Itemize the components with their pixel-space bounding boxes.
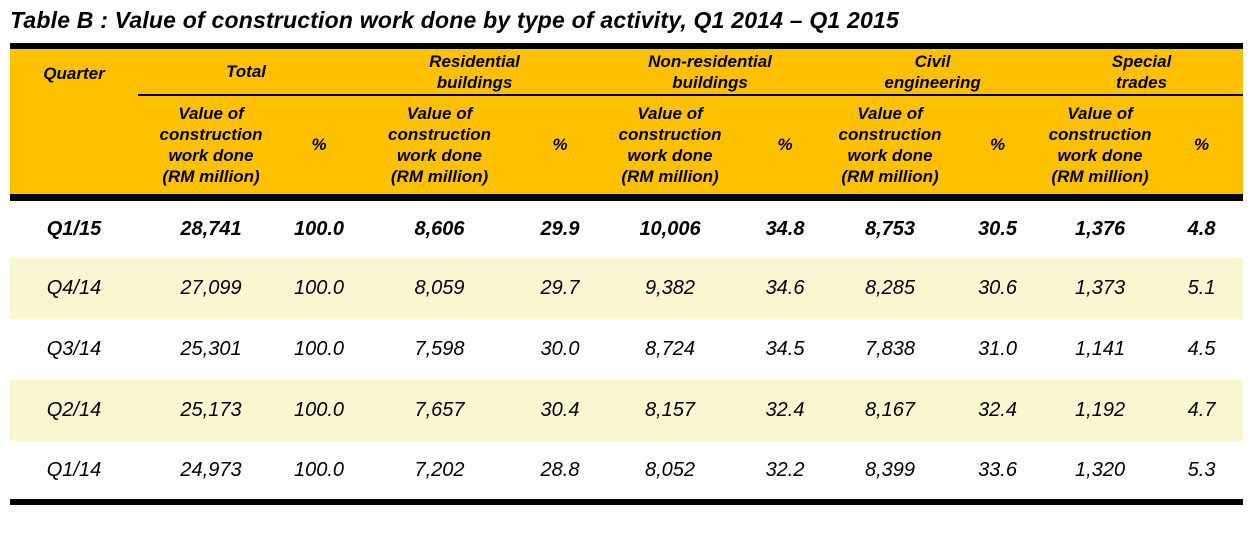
cell-residential-pct: 29.9: [525, 197, 596, 258]
cell-quarter: Q1/15: [10, 197, 138, 258]
cell-non-residential-pct: 34.6: [745, 258, 826, 319]
cell-special-value: 1,141: [1040, 319, 1161, 380]
subheader-non-residential-pct: %: [745, 95, 826, 201]
table-row-q1-14: Q1/14 24,973 100.0 7,202 28.8 8,052 32.2…: [10, 441, 1244, 502]
cell-civil-pct: 30.5: [955, 197, 1041, 258]
cell-civil-value: 8,399: [825, 441, 956, 502]
cell-residential-pct: 29.7: [525, 258, 596, 319]
group-header-special-trades: Special trades: [1040, 46, 1244, 96]
group-header-row: Quarter Total Residential buildings Non-…: [10, 46, 1244, 201]
column-header-quarter: Quarter: [10, 46, 138, 201]
page-title: Table B : Value of construction work don…: [10, 7, 899, 33]
subheader-total-pct: %: [284, 95, 355, 201]
cell-special-pct: 4.7: [1160, 380, 1244, 441]
subheader-non-residential-value: Value of construction work done (RM mill…: [595, 95, 746, 201]
cell-special-value: 1,320: [1040, 441, 1161, 502]
table-body: Q1/15 28,741 100.0 8,606 29.9 10,006 34.…: [10, 197, 1244, 502]
cell-civil-pct: 30.6: [955, 258, 1041, 319]
cell-total-pct: 100.0: [284, 441, 355, 502]
subheader-residential-value: Value of construction work done (RM mill…: [354, 95, 526, 201]
cell-civil-value: 8,167: [825, 380, 956, 441]
cell-quarter: Q1/14: [10, 441, 138, 502]
cell-non-residential-pct: 34.8: [745, 197, 826, 258]
cell-non-residential-value: 8,157: [595, 380, 746, 441]
cell-total-value: 25,301: [138, 319, 284, 380]
group-header-non-residential-buildings: Non-residential buildings: [595, 46, 826, 96]
cell-non-residential-value: 9,382: [595, 258, 746, 319]
cell-civil-value: 8,285: [825, 258, 956, 319]
subheader-civil-pct: %: [955, 95, 1041, 201]
cell-special-value: 1,373: [1040, 258, 1161, 319]
cell-residential-pct: 30.0: [525, 319, 596, 380]
cell-civil-value: 8,753: [825, 197, 956, 258]
group-header-civil-engineering: Civil engineering: [825, 46, 1041, 96]
cell-residential-value: 8,059: [354, 258, 526, 319]
cell-total-pct: 100.0: [284, 197, 355, 258]
cell-non-residential-value: 8,052: [595, 441, 746, 502]
table-row-q1-15: Q1/15 28,741 100.0 8,606 29.9 10,006 34.…: [10, 197, 1244, 258]
cell-non-residential-pct: 32.4: [745, 380, 826, 441]
table-row-q2-14: Q2/14 25,173 100.0 7,657 30.4 8,157 32.4…: [10, 380, 1244, 441]
cell-non-residential-pct: 34.5: [745, 319, 826, 380]
cell-civil-value: 7,838: [825, 319, 956, 380]
cell-total-value: 25,173: [138, 380, 284, 441]
cell-special-value: 1,376: [1040, 197, 1161, 258]
cell-residential-value: 7,598: [354, 319, 526, 380]
table-row-q3-14: Q3/14 25,301 100.0 7,598 30.0 8,724 34.5…: [10, 319, 1244, 380]
sub-header-row: Value of construction work done (RM mill…: [10, 95, 1244, 201]
cell-civil-pct: 31.0: [955, 319, 1041, 380]
cell-special-pct: 4.8: [1160, 197, 1244, 258]
cell-total-pct: 100.0: [284, 380, 355, 441]
cell-special-pct: 5.1: [1160, 258, 1244, 319]
cell-special-pct: 4.5: [1160, 319, 1244, 380]
subheader-civil-value: Value of construction work done (RM mill…: [825, 95, 956, 201]
cell-total-pct: 100.0: [284, 319, 355, 380]
cell-residential-pct: 28.8: [525, 441, 596, 502]
group-header-total: Total: [138, 46, 355, 96]
cell-quarter: Q4/14: [10, 258, 138, 319]
cell-non-residential-value: 10,006: [595, 197, 746, 258]
cell-total-value: 24,973: [138, 441, 284, 502]
cell-quarter: Q3/14: [10, 319, 138, 380]
cell-non-residential-value: 8,724: [595, 319, 746, 380]
cell-non-residential-pct: 32.2: [745, 441, 826, 502]
subheader-total-value: Value of construction work done (RM mill…: [138, 95, 284, 201]
group-header-residential-buildings: Residential buildings: [354, 46, 596, 96]
cell-residential-value: 7,657: [354, 380, 526, 441]
subheader-special-value: Value of construction work done (RM mill…: [1040, 95, 1161, 201]
cell-special-value: 1,192: [1040, 380, 1161, 441]
cell-total-value: 28,741: [138, 197, 284, 258]
cell-special-pct: 5.3: [1160, 441, 1244, 502]
cell-total-pct: 100.0: [284, 258, 355, 319]
cell-civil-pct: 33.6: [955, 441, 1041, 502]
cell-total-value: 27,099: [138, 258, 284, 319]
subheader-residential-pct: %: [525, 95, 596, 201]
construction-value-table: Quarter Total Residential buildings Non-…: [10, 43, 1244, 505]
table-row-q4-14: Q4/14 27,099 100.0 8,059 29.7 9,382 34.6…: [10, 258, 1244, 319]
subheader-special-pct: %: [1160, 95, 1244, 201]
cell-residential-value: 8,606: [354, 197, 526, 258]
cell-civil-pct: 32.4: [955, 380, 1041, 441]
cell-residential-pct: 30.4: [525, 380, 596, 441]
table-header: Quarter Total Residential buildings Non-…: [10, 46, 1244, 201]
cell-residential-value: 7,202: [354, 441, 526, 502]
cell-quarter: Q2/14: [10, 380, 138, 441]
